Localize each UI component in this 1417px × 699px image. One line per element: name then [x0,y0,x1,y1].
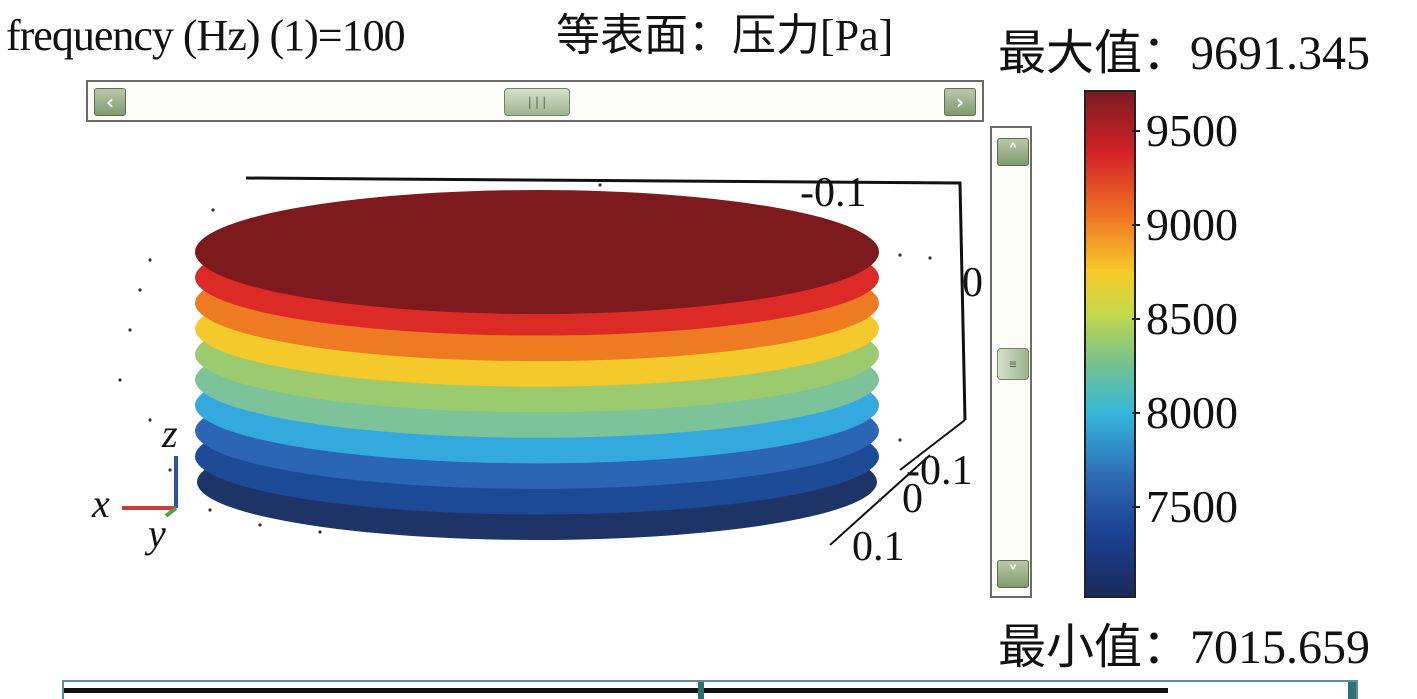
status-bar-divider [698,682,704,699]
status-bar-end [1348,682,1356,699]
colorbar-tick-label: 9500 [1146,105,1238,156]
triad-y-label: y [148,511,166,556]
frequency-label: frequency (Hz) (1)=100 [6,11,406,60]
colorbar-tick-label: 7500 [1146,481,1238,532]
colorbar-tick-mark [1132,130,1140,132]
colorbar-tick-mark [1132,506,1140,508]
iso-surface-label: 等表面：压力[Pa] [556,11,894,60]
x-axis-tick-label: -0.1 [906,448,973,494]
axis-triad [122,456,178,518]
colorbar-tick-label: 8500 [1146,293,1238,344]
y-axis-tick-label: -0.1 [800,170,867,216]
isosurface-top-layer [195,190,879,314]
x-axis-tick-label: 0 [902,476,923,522]
triad-z-label: z [162,411,178,456]
x-axis-tick-label: 0.1 [852,524,905,570]
colorbar [1084,90,1136,598]
colorbar-tick-label: 9000 [1146,199,1238,250]
colorbar-tick-label: 8000 [1146,387,1238,438]
pressure-isosurface-plot[interactable] [0,120,1000,580]
colorbar-tick-mark [1132,412,1140,414]
min-value-label: 最小值：7015.659 [998,621,1371,674]
arrow-up-icon[interactable]: ˄ [997,138,1029,166]
arrow-down-icon[interactable]: ˅ [997,560,1029,588]
colorbar-tick-mark [1132,318,1140,320]
axis-box-line [245,176,967,421]
status-bar-fill [64,688,1168,693]
triad-x-label: x [92,481,110,526]
arrow-left-icon[interactable]: ‹ [94,88,126,116]
vertical-scroll-thumb[interactable]: ≡ [997,348,1029,380]
y-axis-tick-label: 0 [962,260,983,306]
horizontal-scrollbar[interactable]: ‹ ||| › [86,80,984,122]
vertical-scrollbar[interactable]: ˄ ≡ ˅ [990,126,1032,598]
axis-box-line [899,419,966,471]
max-value-label: 最大值：9691.345 [998,27,1371,80]
isosurface-layers [195,190,879,540]
arrow-right-icon[interactable]: › [944,88,976,116]
colorbar-tick-mark [1132,224,1140,226]
bottom-status-bar [62,680,1358,699]
horizontal-scroll-thumb[interactable]: ||| [504,88,570,116]
